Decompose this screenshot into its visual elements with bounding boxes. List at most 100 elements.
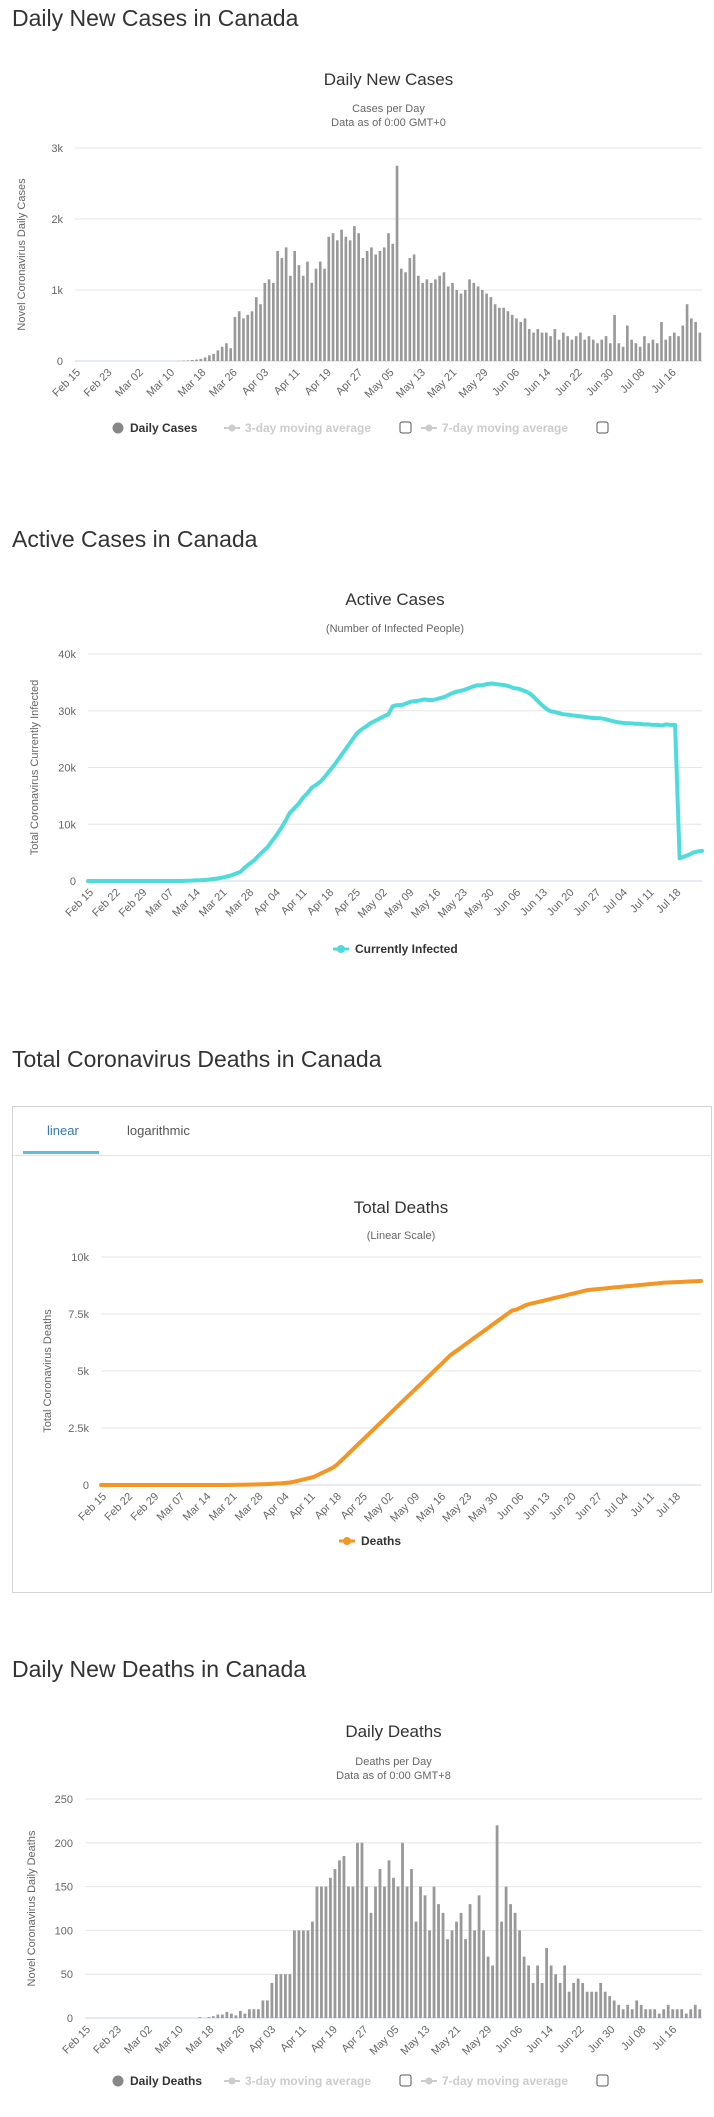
bar	[261, 2000, 265, 2018]
legend-marker-icon	[425, 2077, 433, 2085]
chart-subtitle-2: Data as of 0:00 GMT+8	[336, 1770, 451, 1782]
bar	[644, 2009, 648, 2018]
legend-item[interactable]: Deaths	[339, 1534, 401, 1548]
legend-item-7day[interactable]: 7-day moving average	[421, 421, 568, 435]
bar	[360, 1842, 364, 2018]
active-tab-indicator	[23, 1151, 99, 1154]
bar	[220, 2014, 224, 2018]
bar	[626, 325, 629, 361]
legend-item-daily[interactable]: Daily Deaths	[112, 2074, 203, 2088]
bar	[441, 1912, 445, 2018]
bar	[198, 2017, 202, 2018]
bar	[280, 258, 284, 361]
bar	[510, 314, 514, 361]
bar	[347, 1886, 350, 2018]
legend-item-7day[interactable]: 7-day moving average	[421, 2074, 568, 2088]
x-tick-label: Jun 13	[518, 887, 550, 919]
checkbox-3day[interactable]	[399, 421, 412, 434]
x-tick-label: Jul 08	[619, 2024, 648, 2053]
series-line	[99, 1278, 703, 1487]
legend-item-daily[interactable]: Daily Cases	[112, 421, 198, 435]
bar	[481, 290, 484, 361]
y-tick-label: 250	[55, 1794, 73, 1806]
legend-marker-icon	[337, 945, 345, 953]
bar	[297, 265, 301, 361]
bar	[574, 336, 578, 361]
bar	[613, 314, 616, 361]
bar	[395, 165, 399, 361]
y-tick-label: 1k	[51, 285, 63, 297]
bar	[234, 2015, 238, 2018]
bar	[651, 339, 655, 361]
bar	[587, 336, 591, 361]
legend-label: Daily Deaths	[130, 2074, 202, 2088]
bar	[450, 1930, 454, 2018]
bar	[653, 2009, 657, 2018]
bar	[626, 2004, 630, 2018]
bar	[660, 321, 663, 361]
total-deaths-panel: linear logarithmic Total Deaths (Linear S…	[12, 1106, 712, 1593]
chart-subtitle: Deaths per Day	[355, 1756, 432, 1768]
bar	[446, 286, 450, 361]
x-tick-label: Mar 18	[176, 367, 209, 400]
bar	[672, 332, 676, 361]
bar	[549, 336, 552, 361]
bar	[331, 233, 335, 361]
bar	[392, 1877, 395, 2018]
tab-logarithmic[interactable]: logarithmic	[127, 1123, 190, 1138]
y-axis-label: Novel Coronavirus Daily Deaths	[26, 1830, 38, 1986]
bar	[293, 250, 296, 361]
tab-linear[interactable]: linear	[47, 1123, 79, 1138]
bar	[288, 1974, 292, 2018]
legend-item-3day[interactable]: 3-day moving average	[224, 2074, 371, 2088]
bar	[523, 318, 527, 361]
bar	[566, 336, 569, 361]
x-tick-label: Apr 11	[279, 887, 310, 918]
legend-item-3day[interactable]: 3-day moving average	[224, 421, 371, 435]
bar	[365, 1886, 368, 2018]
x-tick-label: Jun 13	[521, 1491, 553, 1523]
bar	[342, 1855, 346, 2018]
bar	[203, 357, 207, 361]
bar	[314, 268, 318, 361]
checkbox-7day[interactable]	[596, 421, 609, 434]
bar	[405, 1886, 409, 2018]
bar	[220, 346, 224, 361]
checkbox-7day[interactable]	[596, 2074, 609, 2087]
bar	[639, 2004, 643, 2018]
x-tick-label: Apr 04	[260, 1491, 291, 1522]
x-tick-label: Feb 15	[50, 367, 83, 400]
bar	[391, 243, 395, 361]
legend-label: 3-day moving average	[245, 2074, 371, 2088]
bar	[351, 1886, 355, 2018]
bar	[340, 229, 343, 361]
x-tick-label: Jul 04	[601, 887, 630, 916]
bar	[473, 1930, 476, 2018]
x-tick-label: Apr 11	[278, 2024, 309, 2055]
bar	[689, 2009, 693, 2018]
bar	[591, 339, 595, 361]
x-tick-label: Apr 03	[240, 367, 271, 398]
x-tick-label: May 13	[394, 367, 428, 401]
checkbox-3day[interactable]	[399, 2074, 412, 2087]
bar	[378, 250, 382, 361]
bar	[190, 359, 194, 361]
bar	[680, 2009, 684, 2018]
y-tick-label: 7.5k	[68, 1309, 89, 1321]
bar	[374, 254, 378, 361]
bar	[289, 275, 292, 361]
legend-item[interactable]: Currently Infected	[333, 942, 458, 956]
x-tick-label: Apr 18	[312, 1491, 343, 1522]
x-tick-label: May 30	[466, 1491, 500, 1525]
legend-label: Deaths	[361, 1534, 401, 1548]
x-tick-label: Feb 15	[63, 887, 96, 920]
bar	[515, 318, 518, 361]
bar	[662, 2009, 666, 2018]
bar	[186, 360, 190, 361]
bar	[311, 1921, 314, 2018]
bar	[211, 2016, 215, 2018]
bar	[506, 311, 510, 361]
bar	[545, 1947, 549, 2018]
bar	[583, 339, 587, 361]
legend-marker-icon	[343, 1537, 351, 1545]
